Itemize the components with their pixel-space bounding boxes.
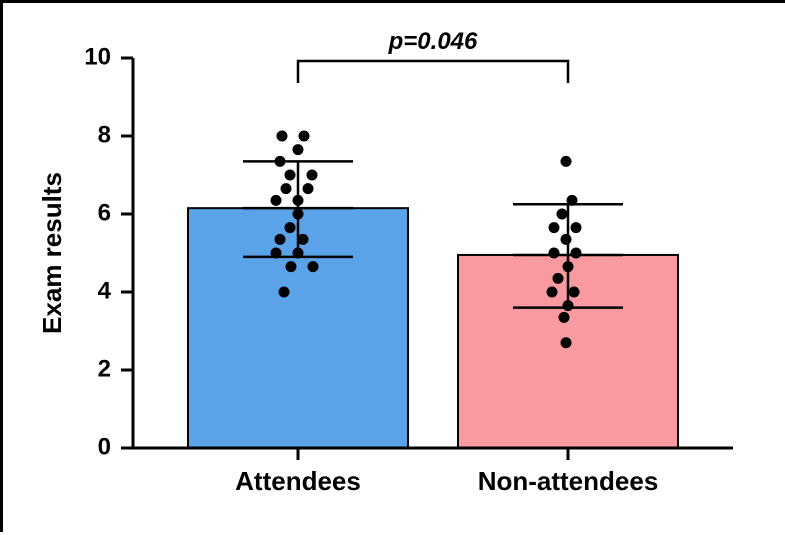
point-1-7 (549, 248, 560, 259)
bar-chart: 0 2 4 6 8 10 Attendees Non-attendees Exam result… (3, 3, 785, 535)
point-1-10 (549, 222, 560, 233)
category-label-1: Non-attendees (478, 466, 659, 496)
point-0-1 (286, 261, 297, 272)
point-1-8 (571, 248, 582, 259)
ytick-label: 10 (84, 43, 111, 70)
point-1-12 (557, 209, 568, 220)
point-0-18 (299, 131, 310, 142)
ytick-label: 4 (98, 277, 112, 304)
point-1-4 (569, 287, 580, 298)
point-0-3 (271, 248, 282, 259)
point-0-5 (275, 234, 286, 245)
ytick-label: 2 (98, 355, 111, 382)
point-0-7 (285, 222, 296, 233)
point-0-10 (293, 195, 304, 206)
ytick-label: 0 (98, 433, 111, 460)
point-0-15 (275, 156, 286, 167)
point-1-3 (547, 287, 558, 298)
y-axis-label: Exam results (37, 172, 67, 334)
point-1-1 (559, 312, 570, 323)
point-0-17 (277, 131, 288, 142)
point-0-13 (285, 170, 296, 181)
point-0-6 (298, 234, 309, 245)
point-0-8 (293, 209, 304, 220)
category-label-0: Attendees (235, 466, 361, 496)
point-0-0 (279, 287, 290, 298)
point-1-2 (563, 300, 574, 311)
chart-frame: 0 2 4 6 8 10 Attendees Non-attendees Exam result… (0, 0, 785, 532)
point-1-13 (567, 195, 578, 206)
point-0-2 (308, 261, 319, 272)
point-1-11 (571, 222, 582, 233)
point-0-12 (303, 183, 314, 194)
point-1-14 (561, 156, 572, 167)
point-0-11 (281, 183, 292, 194)
point-0-16 (293, 144, 304, 155)
ytick-label: 8 (98, 121, 111, 148)
point-0-14 (307, 170, 318, 181)
significance-text: p=0.046 (388, 28, 478, 55)
point-1-9 (561, 234, 572, 245)
point-1-0 (561, 337, 572, 348)
ytick-label: 6 (98, 199, 111, 226)
point-0-4 (293, 248, 304, 259)
point-1-5 (553, 273, 564, 284)
point-0-9 (271, 195, 282, 206)
point-1-6 (563, 261, 574, 272)
